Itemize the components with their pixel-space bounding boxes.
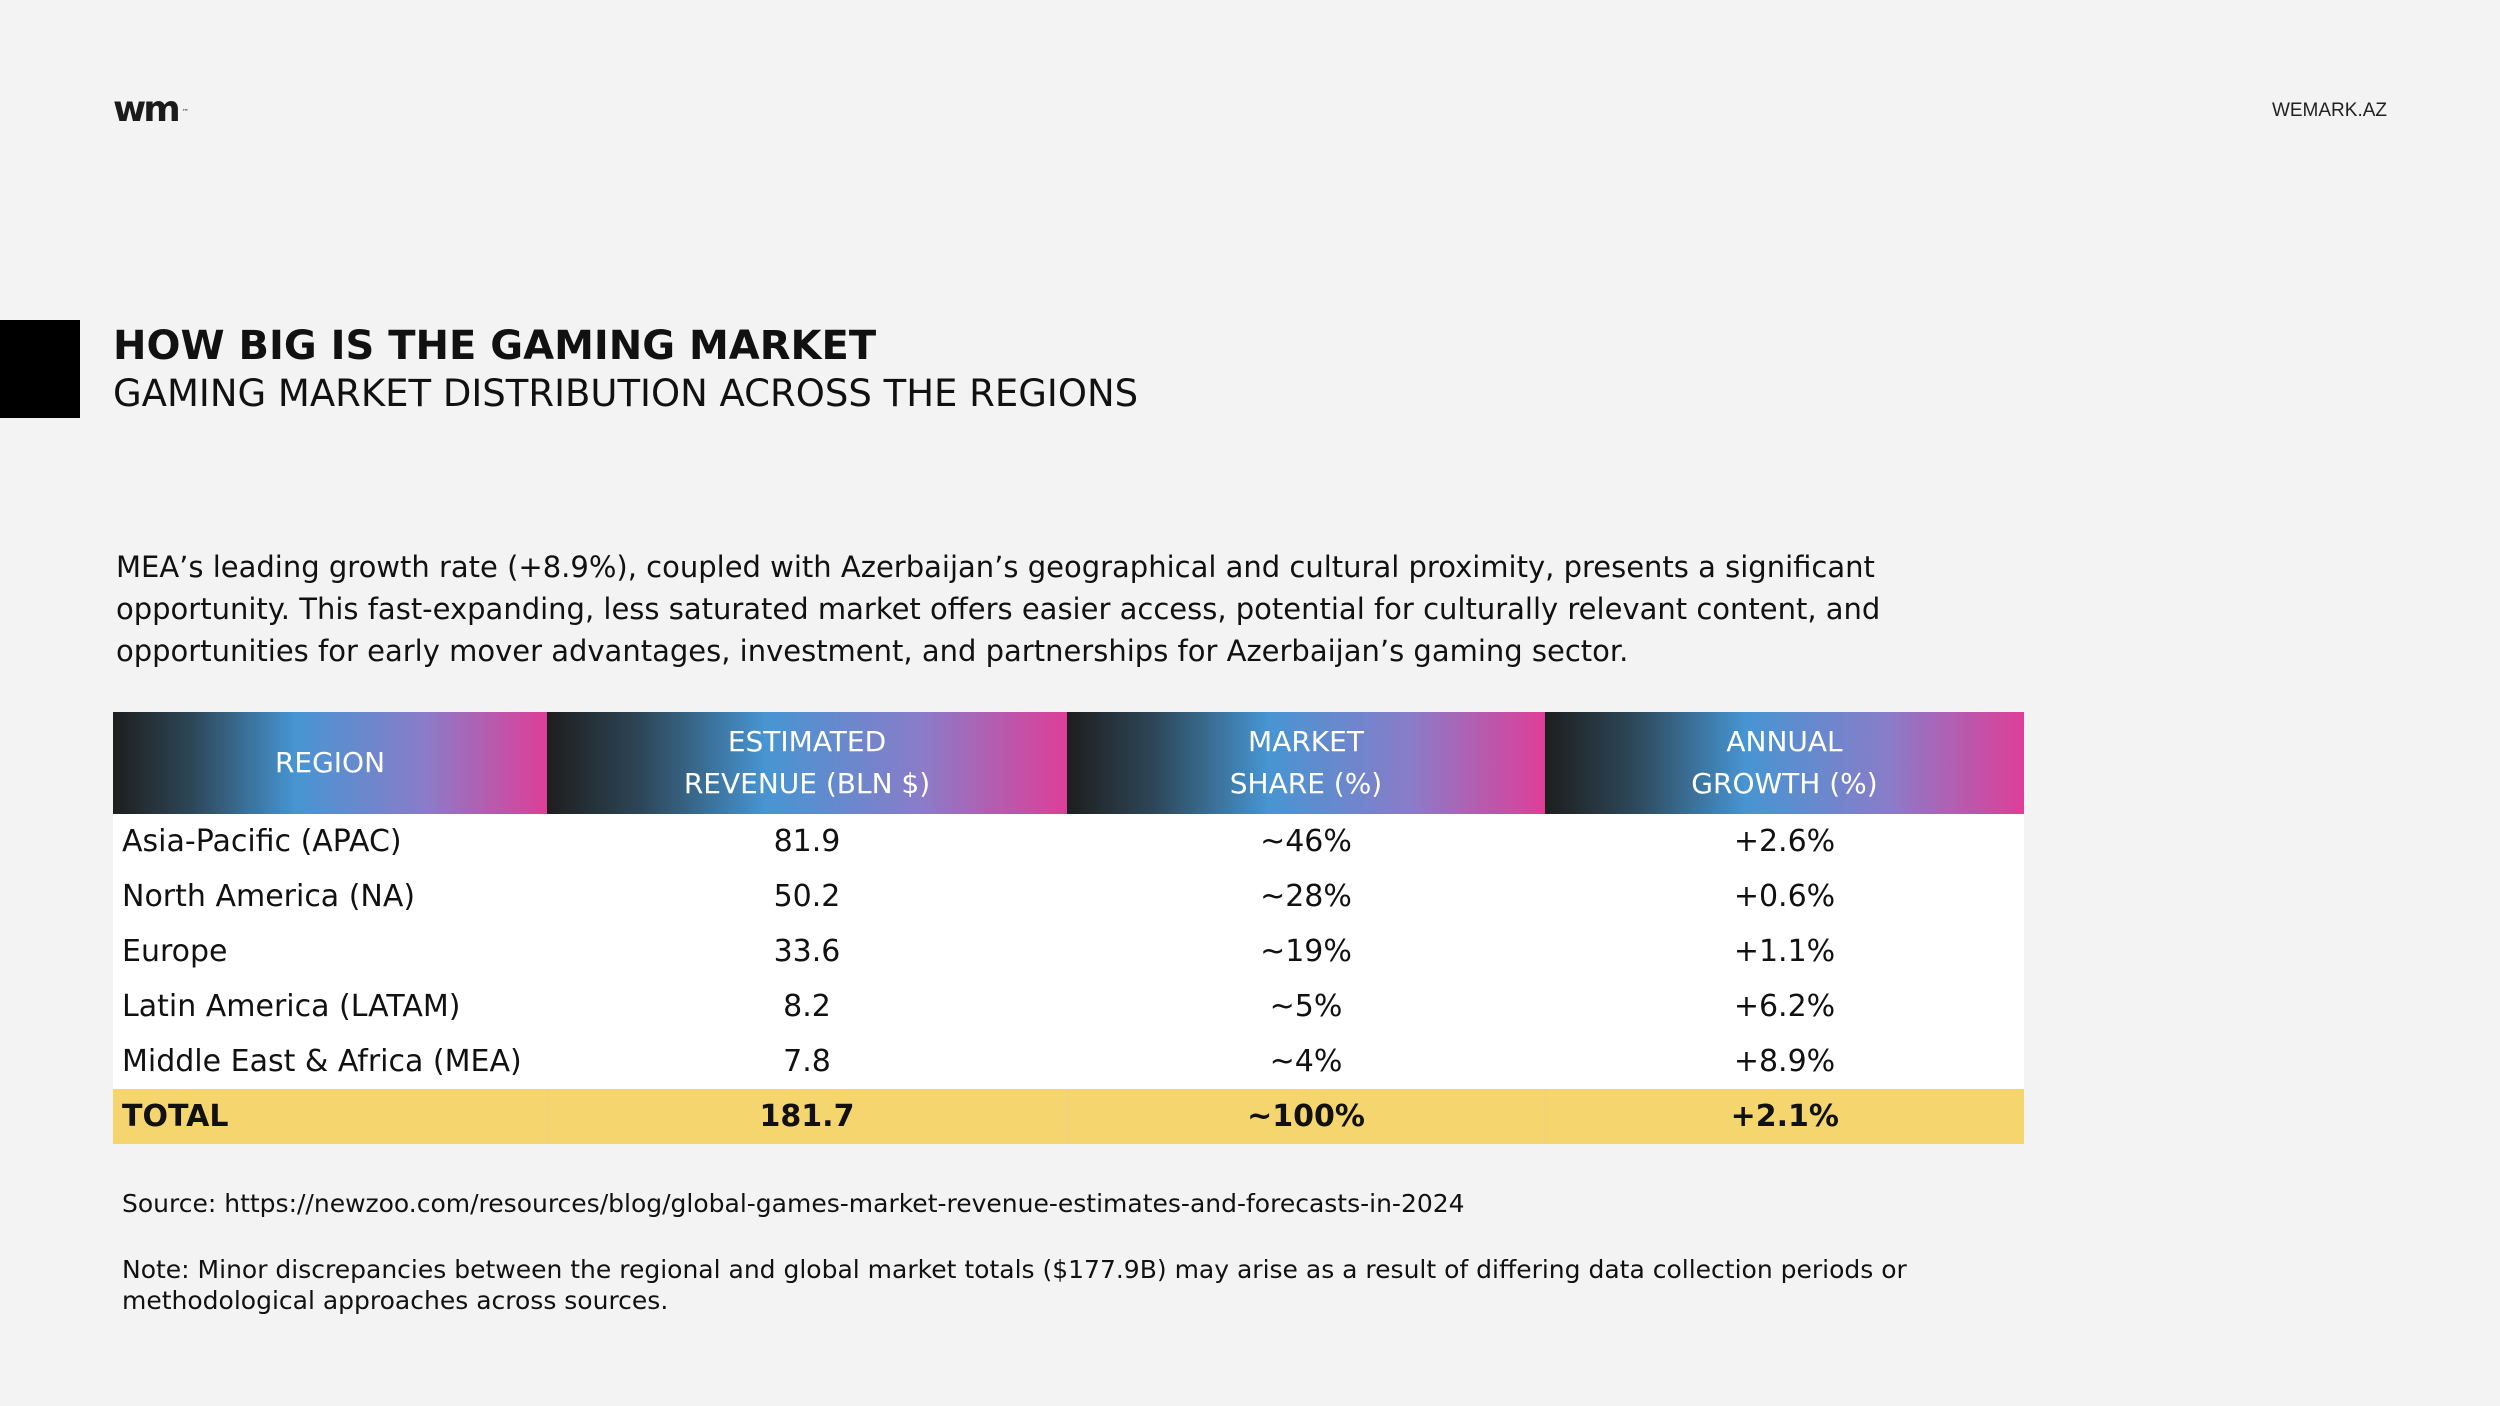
table-total-row: TOTAL 181.7 ~100% +2.1% — [113, 1089, 2024, 1144]
cell-revenue: 8.2 — [547, 979, 1067, 1034]
cell-region: Asia-Pacific (APAC) — [113, 814, 547, 869]
cell-region: Europe — [113, 924, 547, 979]
header-revenue: ESTIMATED REVENUE (BLN $) — [547, 712, 1067, 814]
cell-share: ~28% — [1067, 869, 1545, 924]
cell-revenue: 50.2 — [547, 869, 1067, 924]
table-row: Latin America (LATAM) 8.2 ~5% +6.2% — [113, 979, 2024, 1034]
header-region: REGION — [113, 712, 547, 814]
intro-paragraph: MEA’s leading growth rate (+8.9%), coupl… — [116, 550, 1881, 668]
table-row: Asia-Pacific (APAC) 81.9 ~46% +2.6% — [113, 814, 2024, 869]
cell-total-share: ~100% — [1066, 1089, 1545, 1144]
header-annual-growth: ANNUAL GROWTH (%) — [1545, 712, 2024, 814]
page-subtitle: GAMING MARKET DISTRIBUTION ACROSS THE RE… — [113, 372, 1139, 415]
cell-region: Latin America (LATAM) — [113, 979, 547, 1034]
site-url: WEMARK.AZ — [2271, 100, 2387, 121]
title-accent-block — [0, 320, 80, 418]
cell-total-growth: +2.1% — [1544, 1089, 2024, 1144]
cell-share: ~46% — [1067, 814, 1545, 869]
footnote: Note: Minor discrepancies between the re… — [122, 1255, 1907, 1315]
cell-revenue: 33.6 — [547, 924, 1067, 979]
header-market-share: MARKET SHARE (%) — [1067, 712, 1545, 814]
cell-revenue: 81.9 — [547, 814, 1067, 869]
table-header-row: REGION ESTIMATED REVENUE (BLN $) MARKET … — [113, 712, 2024, 814]
cell-growth: +1.1% — [1545, 924, 2024, 979]
cell-total-revenue: 181.7 — [546, 1089, 1067, 1144]
table-row: North America (NA) 50.2 ~28% +0.6% — [113, 869, 2024, 924]
cell-revenue: 7.8 — [547, 1034, 1067, 1089]
market-distribution-table: REGION ESTIMATED REVENUE (BLN $) MARKET … — [113, 712, 2024, 1144]
cell-growth: +8.9% — [1545, 1034, 2024, 1089]
cell-share: ~5% — [1067, 979, 1545, 1034]
source-citation: Source: https://newzoo.com/resources/blo… — [122, 1189, 1465, 1218]
logo-trademark: ™ — [181, 108, 189, 116]
logo-text: wm — [113, 89, 181, 130]
wemark-logo[interactable]: wm ™ — [113, 89, 189, 130]
table-row: Middle East & Africa (MEA) 7.8 ~4% +8.9% — [113, 1034, 2024, 1089]
cell-region: Middle East & Africa (MEA) — [113, 1034, 547, 1089]
cell-region: North America (NA) — [113, 869, 547, 924]
table-row: Europe 33.6 ~19% +1.1% — [113, 924, 2024, 979]
cell-share: ~4% — [1067, 1034, 1545, 1089]
cell-share: ~19% — [1067, 924, 1545, 979]
cell-growth: +0.6% — [1545, 869, 2024, 924]
page-title: HOW BIG IS THE GAMING MARKET — [113, 323, 877, 369]
cell-growth: +2.6% — [1545, 814, 2024, 869]
cell-growth: +6.2% — [1545, 979, 2024, 1034]
cell-total-label: TOTAL — [113, 1089, 547, 1144]
